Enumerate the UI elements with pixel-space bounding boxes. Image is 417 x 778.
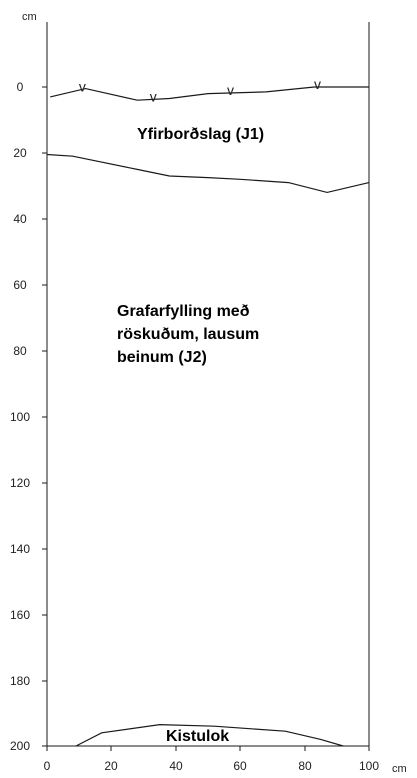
y-axis-ticks: 0 20 40 60 80 100 120 140 160 180 200 xyxy=(10,80,47,753)
j1-layer-label: Yfirborðslag (J1) xyxy=(137,126,264,143)
ground-surface-line xyxy=(50,86,369,101)
j2-layer-label-line-1: Grafarfylling með xyxy=(117,303,250,320)
coffin-lid-line xyxy=(75,723,344,747)
x-tick-label: 100 xyxy=(359,759,379,773)
y-tick-label: 100 xyxy=(10,410,30,424)
surface-v-marker: v xyxy=(314,76,321,92)
surface-v-marker: v xyxy=(79,78,86,94)
surface-markers: vv v v xyxy=(79,76,321,104)
x-axis-unit: cm xyxy=(392,763,407,775)
x-tick-label: 60 xyxy=(233,759,247,773)
x-tick-label: 0 xyxy=(44,759,51,773)
y-axis-unit: cm xyxy=(22,11,37,23)
y-tick-label: 80 xyxy=(13,344,27,358)
y-tick-label: 20 xyxy=(13,146,27,160)
surface-v-marker: v xyxy=(150,88,157,104)
x-axis-ticks: 0 20 40 60 80 100 xyxy=(44,746,379,773)
y-tick-label: 160 xyxy=(10,608,30,622)
kistulok-label: Kistulok xyxy=(166,728,229,745)
x-tick-label: 80 xyxy=(298,759,312,773)
j2-layer-label-line-2: röskuðum, lausum xyxy=(117,326,259,343)
x-tick-label: 20 xyxy=(104,759,118,773)
y-tick-label: 200 xyxy=(10,739,30,753)
surface-v-marker: v xyxy=(227,82,234,98)
y-tick-label: 60 xyxy=(13,278,27,292)
y-tick-label: 40 xyxy=(13,212,27,226)
y-tick-label: 180 xyxy=(10,674,30,688)
y-tick-label: 0 xyxy=(17,80,24,94)
y-tick-label: 120 xyxy=(10,476,30,490)
j1-lower-boundary-line xyxy=(46,153,370,194)
x-tick-label: 40 xyxy=(169,759,183,773)
j2-layer-label-line-3: beinum (J2) xyxy=(117,349,207,366)
y-tick-label: 140 xyxy=(10,542,30,556)
